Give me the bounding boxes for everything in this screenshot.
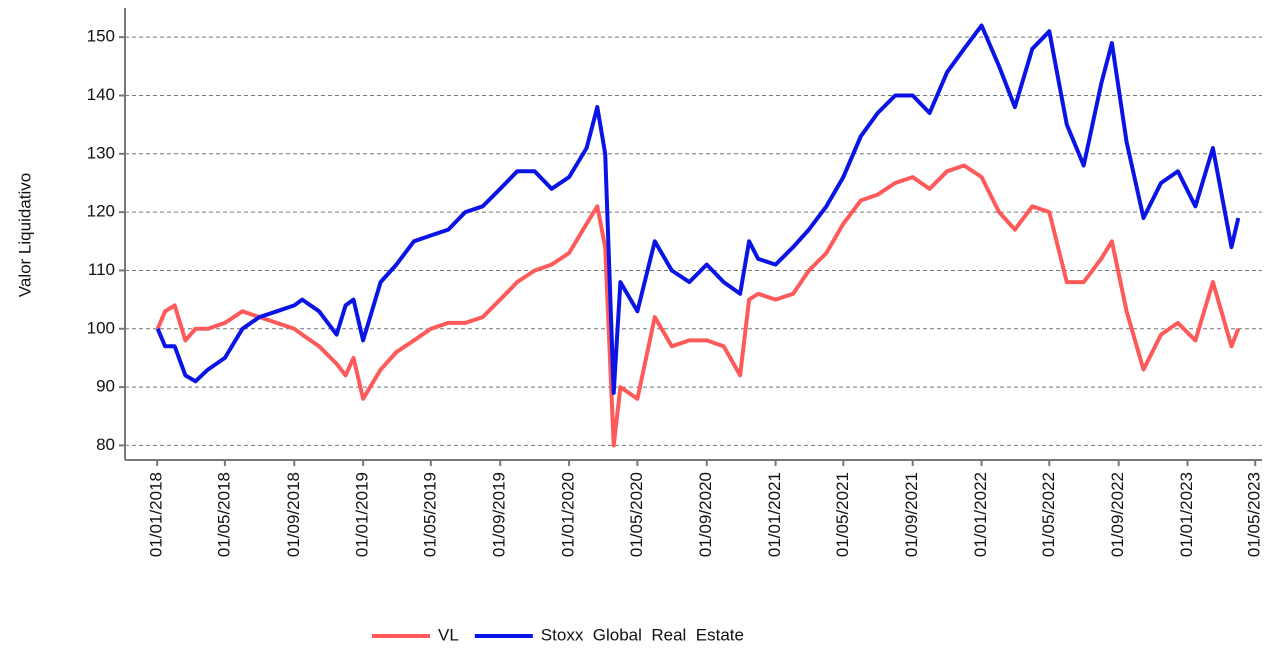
y-tick-label: 130 <box>87 143 115 162</box>
x-tick-label: 01/01/2023 <box>1177 472 1196 557</box>
y-tick-label: 120 <box>87 202 115 221</box>
x-tick-label: 01/09/2019 <box>490 472 509 557</box>
x-tick-label: 01/01/2021 <box>765 472 784 557</box>
series-line <box>155 163 1241 448</box>
x-tick-label: 01/05/2018 <box>214 472 233 557</box>
x-tick-label: 01/01/2019 <box>353 472 372 557</box>
x-tick-label: 01/05/2019 <box>420 472 439 557</box>
x-tick-label: 01/05/2022 <box>1039 472 1058 557</box>
x-tick-label: 01/09/2021 <box>902 472 921 557</box>
y-tick-label: 150 <box>87 27 115 46</box>
x-tick-label: 01/01/2020 <box>559 472 578 557</box>
x-tick-label: 01/09/2020 <box>696 472 715 557</box>
y-tick-label: 110 <box>88 260 115 279</box>
y-tick-label: 90 <box>96 377 115 396</box>
x-tick-label: 01/05/2021 <box>833 472 852 557</box>
y-tick-label: 100 <box>87 318 115 337</box>
series-line <box>155 23 1241 395</box>
y-tick-label: 80 <box>96 435 115 454</box>
y-axis-label: Valor Liquidativo <box>15 173 34 297</box>
x-tick-label: 01/01/2018 <box>147 472 166 557</box>
x-tick-label: 01/09/2022 <box>1108 472 1127 557</box>
legend-label: VL <box>438 625 459 644</box>
x-tick-label: 01/09/2018 <box>284 472 303 557</box>
x-tick-label: 01/01/2022 <box>971 472 990 557</box>
legend-label: Stoxx Global Real Estate <box>541 625 744 644</box>
y-tick-label: 140 <box>87 85 115 104</box>
x-tick-label: 01/05/2023 <box>1245 472 1264 557</box>
x-tick-label: 01/05/2020 <box>627 472 646 557</box>
